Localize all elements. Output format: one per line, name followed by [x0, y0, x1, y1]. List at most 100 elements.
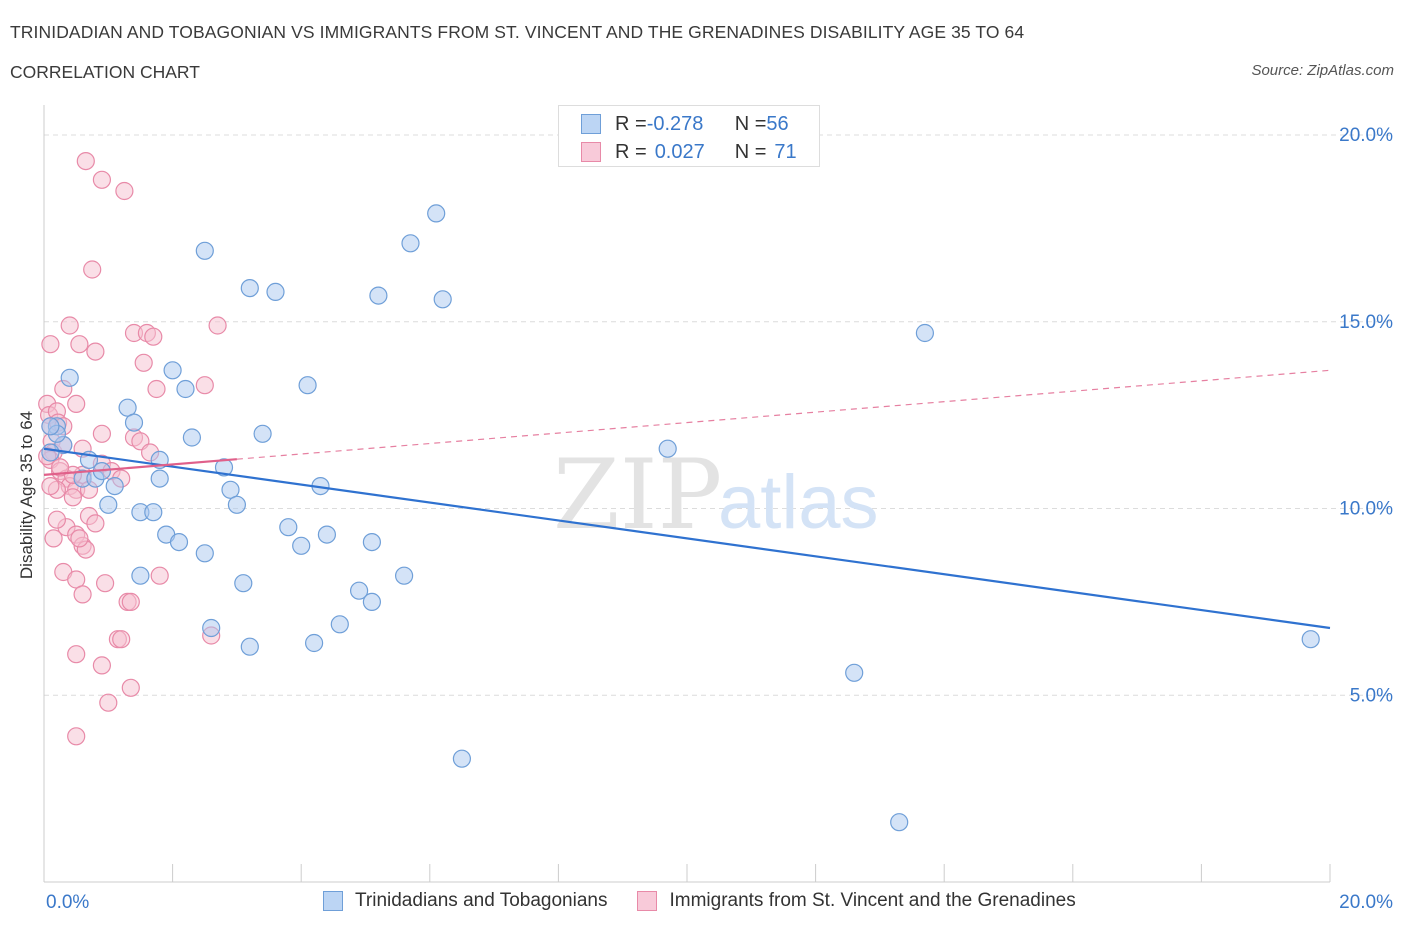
- trinidadians-point: [214, 458, 234, 477]
- series-trinidadians-points: [41, 204, 1320, 832]
- legend-n-label: N =: [734, 140, 767, 163]
- immigrants-point: [208, 316, 227, 335]
- trinidadians-point: [452, 749, 471, 768]
- series-legend-swatch-pink: [637, 891, 658, 911]
- immigrants-point: [121, 592, 140, 612]
- immigrants-point: [92, 424, 112, 443]
- trinidadians-trend-line: [43, 447, 1331, 630]
- x-tick-label: 20.0%: [1339, 892, 1393, 913]
- immigrants-trend-line-solid: [43, 458, 237, 476]
- trinidadians-point: [369, 286, 388, 305]
- trinidadians-point: [330, 615, 349, 634]
- immigrants-point: [60, 316, 79, 335]
- immigrants-point: [41, 335, 60, 354]
- trinidadians-point: [279, 518, 298, 537]
- trinidadians-point: [266, 282, 285, 301]
- legend-swatch-blue: [581, 114, 601, 134]
- legend-r-label: R =: [615, 140, 647, 163]
- trinidadians-point: [298, 376, 317, 395]
- trinidadians-point: [845, 663, 864, 682]
- trend-lines: [43, 369, 1331, 630]
- trinidadians-point: [150, 469, 169, 488]
- immigrants-point: [41, 477, 60, 496]
- trinidadians-point: [890, 813, 909, 832]
- series-legend-label: Trinidadians and Tobagonians: [355, 890, 608, 911]
- immigrants-point: [121, 678, 140, 697]
- trinidadians-point: [221, 480, 240, 499]
- immigrants-trend-line-dashed: [236, 369, 1331, 460]
- immigrants-point: [112, 630, 131, 649]
- trinidadians-point: [317, 525, 336, 544]
- immigrants-point: [144, 327, 163, 346]
- chart-subtitle: CORRELATION CHART: [10, 62, 200, 82]
- immigrants-point: [70, 529, 89, 548]
- trinidadians-point: [240, 279, 259, 298]
- immigrants-point: [99, 693, 118, 712]
- immigrants-point: [63, 488, 83, 507]
- y-tick-label: 20.0%: [1339, 125, 1393, 146]
- trinidadians-point: [195, 544, 214, 563]
- trinidadians-point: [240, 637, 259, 656]
- source-credit: Source: ZipAtlas.com: [1251, 62, 1394, 79]
- immigrants-point: [86, 514, 105, 533]
- trinidadians-point: [163, 361, 182, 380]
- trinidadians-point: [131, 566, 150, 585]
- trinidadians-point: [195, 241, 214, 260]
- trinidadians-point: [169, 532, 189, 552]
- immigrants-point: [150, 566, 169, 585]
- trinidadians-point: [60, 368, 79, 387]
- series-legend-label: Immigrants from St. Vincent and the Gren…: [669, 890, 1076, 911]
- trinidadians-point: [658, 439, 677, 458]
- chart-title: TRINIDADIAN AND TOBAGONIAN VS IMMIGRANTS…: [10, 22, 1025, 42]
- trinidadians-point: [124, 413, 144, 432]
- legend-row-immigrants: R = 0.027 N = 71: [581, 140, 797, 164]
- immigrants-point: [115, 181, 134, 201]
- y-tick-label: 5.0%: [1350, 685, 1393, 706]
- immigrants-point: [92, 656, 112, 675]
- series-legend-item-immigrants: Immigrants from St. Vincent and the Gren…: [637, 890, 1076, 912]
- trinidadians-point: [144, 503, 163, 522]
- immigrants-point: [73, 585, 92, 604]
- trinidadians-point: [362, 532, 381, 552]
- immigrants-point: [147, 379, 166, 399]
- trinidadians-point: [1301, 630, 1320, 649]
- trinidadians-point: [99, 495, 118, 514]
- trinidadians-point: [292, 536, 311, 555]
- trinidadians-point: [227, 495, 246, 514]
- legend-r-value: 0.027: [654, 140, 705, 163]
- immigrants-point: [134, 353, 153, 372]
- grid-lines: [44, 134, 1390, 696]
- trinidadians-point: [41, 443, 60, 462]
- legend-row-trinidadians: R = -0.278 N = 56: [581, 112, 789, 136]
- trinidadians-point: [427, 204, 446, 223]
- y-tick-label: 15.0%: [1339, 312, 1393, 333]
- trinidadians-point: [915, 323, 935, 343]
- trinidadians-point: [105, 477, 124, 496]
- trinidadians-point: [253, 424, 272, 443]
- y-tick-label: 10.0%: [1339, 499, 1393, 520]
- trinidadians-point: [305, 633, 324, 653]
- watermark-atlas: atlas: [718, 460, 879, 545]
- legend-n-label: N =: [734, 112, 767, 135]
- tick-labels: 5.0% 10.0% 15.0% 20.0% 0.0% 20.0%: [46, 125, 1393, 913]
- trinidadians-point: [433, 290, 452, 309]
- immigrants-point: [67, 645, 86, 664]
- immigrants-point: [70, 335, 89, 354]
- legend-r-label: R =: [615, 112, 647, 135]
- trinidadians-point: [401, 234, 420, 253]
- y-axis-label: Disability Age 35 to 64: [17, 410, 36, 580]
- correlation-legend: R = -0.278 N = 56 R = 0.027 N = 71: [558, 105, 820, 167]
- legend-r-value: -0.278: [646, 112, 704, 135]
- trinidadians-point: [350, 581, 369, 600]
- immigrants-point: [195, 376, 214, 395]
- trinidadians-point: [182, 428, 201, 447]
- trinidadians-point: [234, 574, 253, 593]
- immigrants-point: [92, 170, 112, 189]
- watermark-zip: ZIP: [553, 439, 722, 551]
- immigrants-point: [95, 574, 115, 593]
- immigrants-point: [67, 727, 86, 746]
- series-legend-swatch-blue: [323, 891, 343, 911]
- immigrants-point: [76, 152, 95, 171]
- trinidadians-point: [362, 592, 381, 612]
